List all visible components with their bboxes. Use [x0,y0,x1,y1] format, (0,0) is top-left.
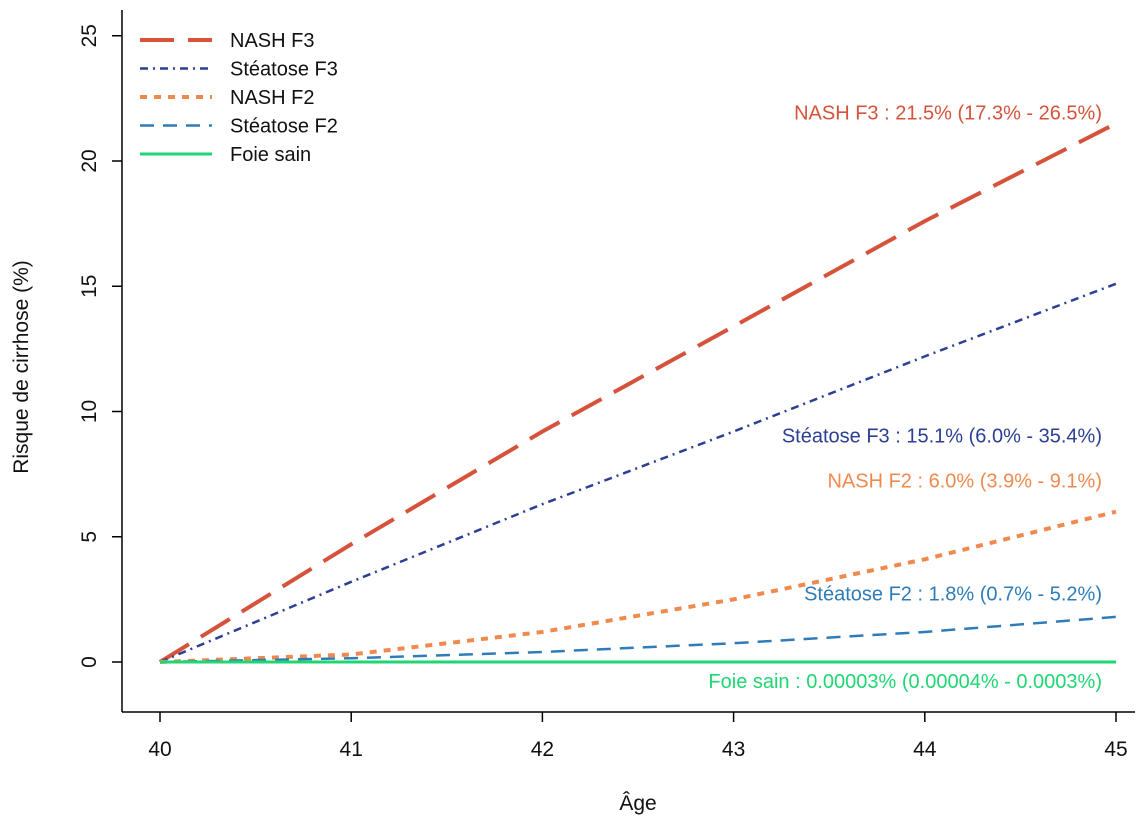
legend-label-1: Stéatose F3 [230,59,338,81]
x-tick-label: 41 [340,738,363,761]
annotation-label-1: Stéatose F3 : 15.1% (6.0% - 35.4%) [782,426,1102,448]
x-tick-label: 45 [1104,738,1127,761]
annotation-label-2: NASH F2 : 6.0% (3.9% - 9.1%) [827,471,1102,493]
y-tick-label: 10 [78,400,101,423]
series-line-2 [159,509,1117,664]
y-tick-label: 0 [78,656,101,668]
series-line-0 [158,121,1117,664]
y-tick-label: 5 [78,531,101,543]
legend: NASH F3 Stéatose F3 NASH F2 Stéatose F2 Foie… [140,30,338,166]
x-tick-label: 42 [531,738,554,761]
y-tick-label: 25 [78,24,101,47]
y-tick-label: 15 [78,275,101,298]
annotation-layer: NASH F3 : 21.5% (17.3% - 26.5%) Stéatose … [708,102,1102,693]
legend-label-3: Stéatose F2 [230,116,338,138]
y-tick-label: 20 [78,149,101,172]
x-tick-label: 43 [722,738,745,761]
x-axis-title: Âge [619,792,656,815]
axes: 40 41 42 43 44 45 0 5 10 15 20 25 [78,10,1135,761]
x-tick-label: 44 [913,738,937,761]
annotation-label-0: NASH F3 : 21.5% (17.3% - 26.5%) [794,102,1102,124]
annotation-label-3: Stéatose F2 : 1.8% (0.7% - 5.2%) [804,583,1102,605]
x-tick-label: 40 [148,738,171,761]
legend-label-4: Foie sain [230,144,311,166]
legend-label-0: NASH F3 [230,30,314,52]
series-layer [158,121,1117,664]
y-axis-title: Risque de cirrhose (%) [10,260,33,474]
annotation-label-4: Foie sain : 0.00003% (0.00004% - 0.0003%… [708,671,1102,693]
legend-label-2: NASH F2 [230,87,314,109]
